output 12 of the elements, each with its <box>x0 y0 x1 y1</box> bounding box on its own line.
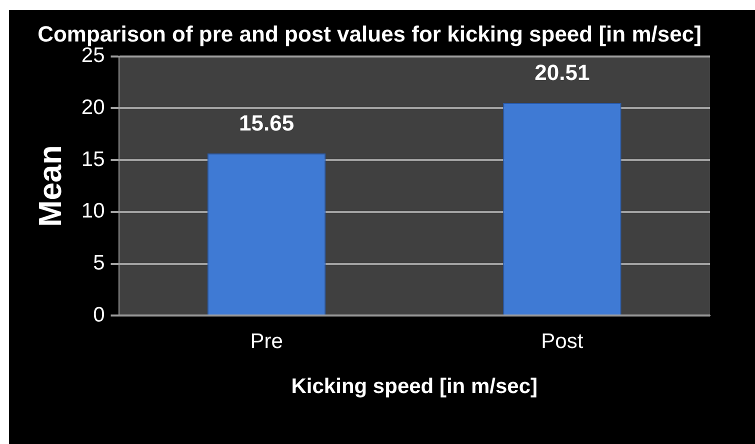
y-tick-label: 15 <box>81 148 105 171</box>
y-axis-title: Mean <box>32 145 68 227</box>
x-tick-label: Post <box>541 330 584 353</box>
y-tick-label: 20 <box>81 96 105 120</box>
y-tick-label: 5 <box>93 252 105 275</box>
x-tick-label: Pre <box>250 330 283 353</box>
y-tick-label: 10 <box>81 200 105 223</box>
data-label: 15.65 <box>239 110 294 136</box>
x-axis-title: Kicking speed [in m/sec] <box>291 375 538 398</box>
chart-title: Comparison of pre and post values for kicking speed [in m/sec] <box>38 21 702 46</box>
y-tick-label: 0 <box>93 303 105 326</box>
data-label: 20.51 <box>534 60 590 86</box>
